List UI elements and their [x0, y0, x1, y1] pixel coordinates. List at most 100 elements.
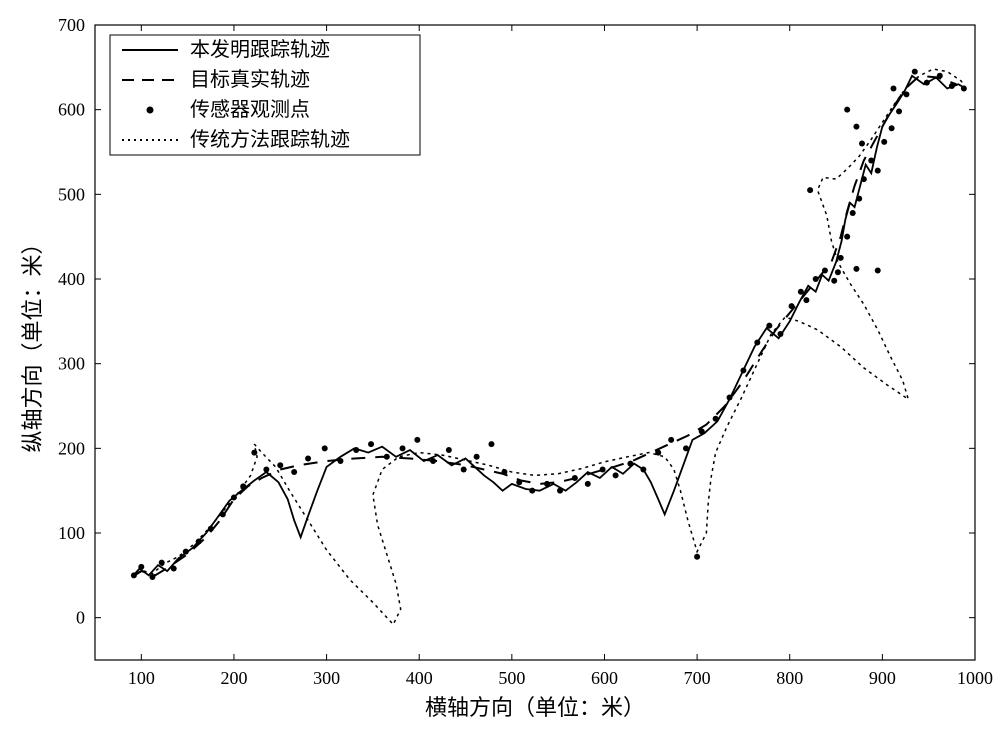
observation-point	[461, 467, 467, 473]
observation-point	[754, 340, 760, 346]
observation-point	[850, 210, 856, 216]
observation-point	[353, 447, 359, 453]
observation-point	[474, 454, 480, 460]
observation-point	[337, 458, 343, 464]
observation-point	[291, 469, 297, 475]
observation-point	[822, 268, 828, 274]
observation-point	[557, 488, 563, 494]
observation-point	[881, 139, 887, 145]
observation-point	[694, 554, 700, 560]
observation-point	[890, 86, 896, 92]
observation-point	[196, 538, 202, 544]
observation-point	[277, 462, 283, 468]
observation-point	[713, 416, 719, 422]
observation-point	[305, 455, 311, 461]
observation-point	[149, 574, 155, 580]
observation-point	[208, 526, 214, 532]
observation-point	[640, 467, 646, 473]
observation-point	[572, 475, 578, 481]
observation-point	[875, 168, 881, 174]
observation-point	[868, 157, 874, 163]
observation-point	[727, 395, 733, 401]
observation-point	[183, 549, 189, 555]
observation-point	[627, 461, 633, 467]
x-tick-label: 600	[591, 668, 618, 688]
observation-point	[844, 107, 850, 113]
x-tick-label: 400	[406, 668, 433, 688]
observation-point	[613, 472, 619, 478]
observation-point	[501, 469, 507, 475]
observation-point	[668, 437, 674, 443]
observation-point	[889, 125, 895, 131]
y-tick-label: 600	[58, 100, 85, 120]
observation-point	[231, 494, 237, 500]
observation-point	[766, 323, 772, 329]
observation-point	[789, 303, 795, 309]
y-axis-label: 纵轴方向（单位：米）	[20, 232, 45, 452]
observation-point	[368, 441, 374, 447]
observation-point	[138, 564, 144, 570]
observation-point	[655, 450, 661, 456]
observation-point	[131, 572, 137, 578]
legend-label: 传感器观测点	[190, 98, 310, 121]
observation-point	[159, 560, 165, 566]
x-tick-label: 200	[220, 668, 247, 688]
observation-point	[803, 297, 809, 303]
x-tick-label: 100	[128, 668, 155, 688]
trajectory-chart: 100 200 300 400 500 600 700 800 900 1000 0 100 200 30…	[0, 0, 1000, 740]
observation-point	[903, 91, 909, 97]
observation-point	[430, 458, 436, 464]
observation-point	[699, 428, 705, 434]
observation-point	[600, 467, 606, 473]
observation-point	[263, 467, 269, 473]
x-axis-label: 横轴方向（单位：米）	[425, 695, 645, 720]
observation-point	[853, 124, 859, 130]
observation-point	[924, 80, 930, 86]
x-tick-label: 900	[869, 668, 896, 688]
observation-point	[949, 83, 955, 89]
observation-point	[861, 176, 867, 182]
x-tick-label: 1000	[957, 668, 993, 688]
observation-point	[384, 454, 390, 460]
y-tick-label: 100	[58, 523, 85, 543]
legend-label: 本发明跟踪轨迹	[190, 38, 330, 61]
x-tick-label: 500	[498, 668, 525, 688]
observation-point	[844, 234, 850, 240]
observation-point	[740, 367, 746, 373]
x-tick-label: 800	[776, 668, 803, 688]
observation-point	[544, 481, 550, 487]
observation-point	[912, 69, 918, 75]
y-tick-label: 400	[58, 269, 85, 289]
legend-label: 传统方法跟踪轨迹	[190, 128, 350, 151]
observation-point	[856, 196, 862, 202]
chart-svg: 100 200 300 400 500 600 700 800 900 1000 0 100 200 30…	[0, 0, 1000, 740]
observation-point	[220, 511, 226, 517]
observation-point	[937, 73, 943, 79]
observation-point	[585, 481, 591, 487]
x-tick-label: 700	[684, 668, 711, 688]
y-tick-label: 0	[76, 608, 85, 628]
observation-point	[251, 450, 257, 456]
observation-point	[813, 276, 819, 282]
observation-point	[838, 255, 844, 261]
observation-point	[488, 441, 494, 447]
observation-point	[240, 483, 246, 489]
observation-point	[807, 187, 813, 193]
observation-point	[516, 479, 522, 485]
y-tick-label: 300	[58, 354, 85, 374]
observation-point	[853, 266, 859, 272]
observation-point	[446, 447, 452, 453]
observation-point	[414, 437, 420, 443]
y-tick-label: 200	[58, 438, 85, 458]
y-tick-label: 700	[58, 15, 85, 35]
y-tick-label: 500	[58, 184, 85, 204]
observation-point	[896, 108, 902, 114]
observation-point	[529, 488, 535, 494]
observation-point	[835, 269, 841, 275]
observation-point	[961, 86, 967, 92]
legend-label: 目标真实轨迹	[190, 68, 310, 91]
observation-point	[171, 566, 177, 572]
x-tick-label: 300	[313, 668, 340, 688]
observation-point	[683, 445, 689, 451]
observation-point	[859, 141, 865, 147]
